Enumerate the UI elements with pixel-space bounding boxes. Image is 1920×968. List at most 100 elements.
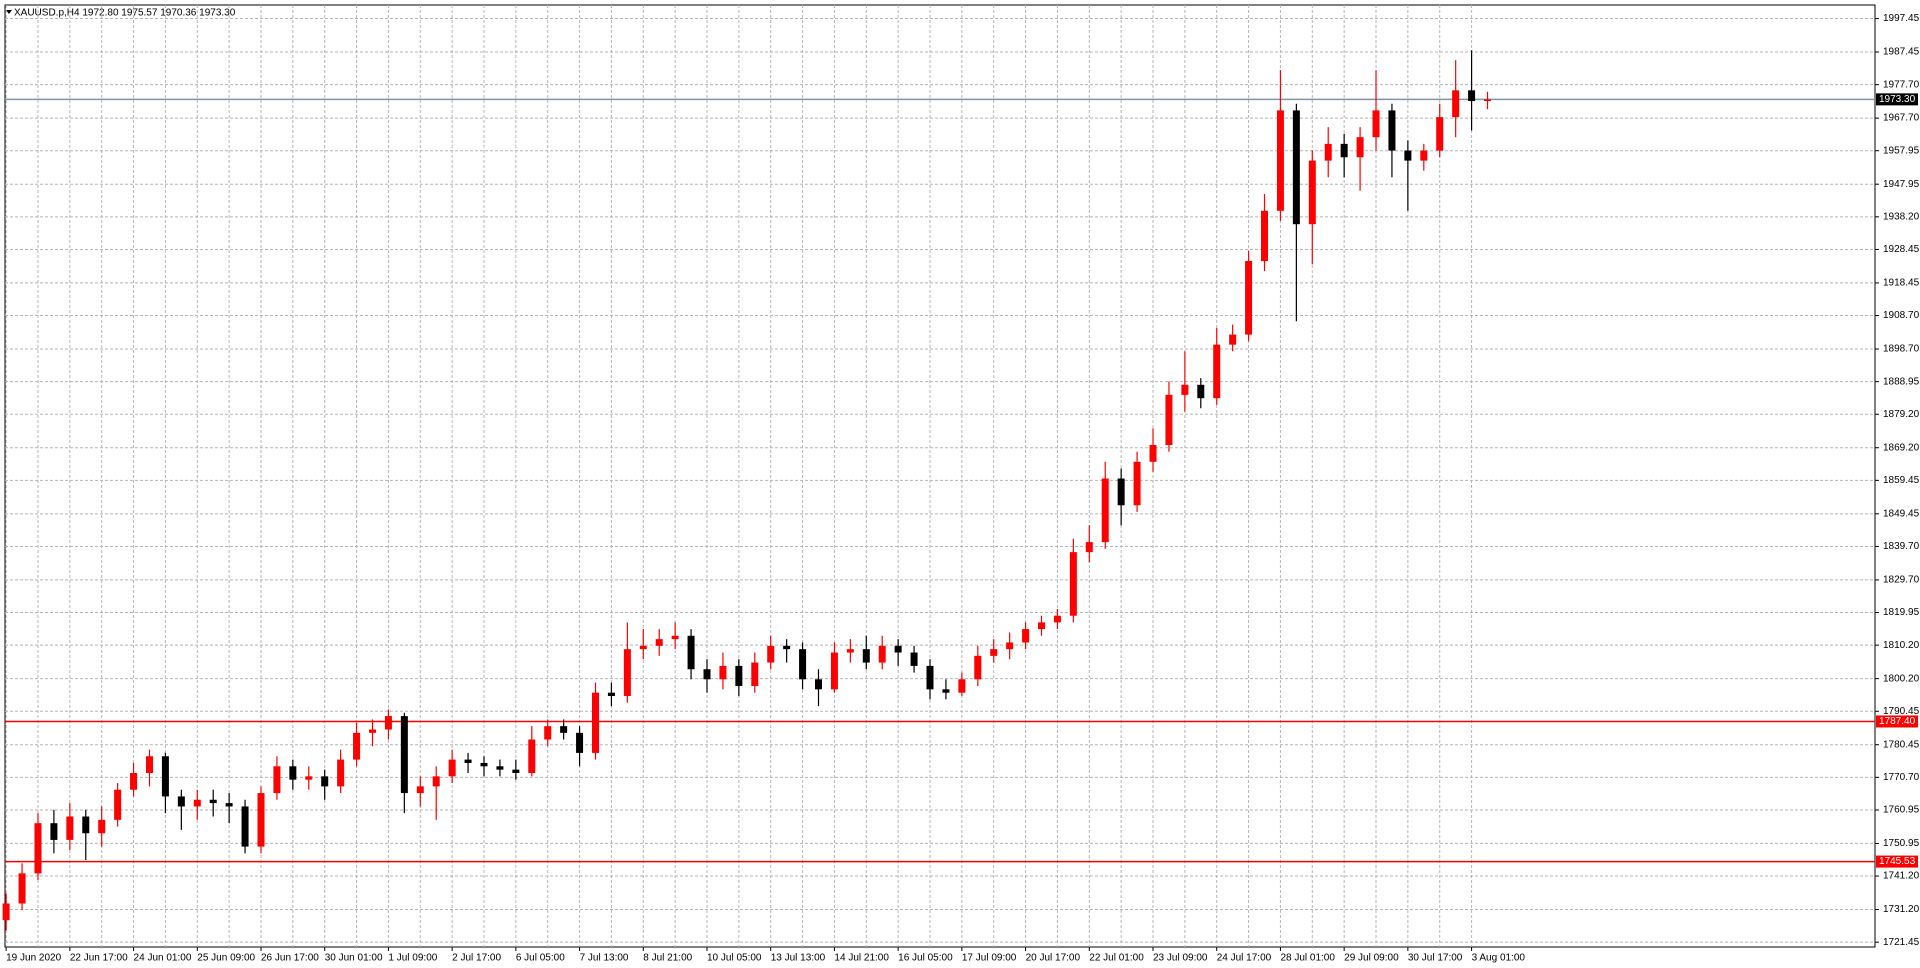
candle-body bbox=[337, 759, 345, 787]
y-tick-label: 1879.20 bbox=[1883, 409, 1920, 420]
y-tick-label: 1977.70 bbox=[1883, 79, 1920, 90]
x-tick-label: 28 Jul 01:00 bbox=[1280, 953, 1335, 964]
candle-body bbox=[384, 716, 392, 730]
candle-body bbox=[1308, 160, 1316, 225]
candle-body bbox=[1292, 110, 1300, 225]
x-tick-label: 7 Jul 13:00 bbox=[580, 953, 629, 964]
menu-arrow[interactable] bbox=[6, 10, 12, 14]
y-tick-label: 1731.20 bbox=[1883, 904, 1920, 915]
candle-body bbox=[576, 732, 584, 753]
x-tick-label: 10 Jul 05:00 bbox=[707, 953, 762, 964]
y-tick-label: 1918.45 bbox=[1883, 278, 1920, 289]
x-tick-label: 22 Jul 01:00 bbox=[1089, 953, 1144, 964]
y-tick-label: 1997.45 bbox=[1883, 13, 1920, 24]
candle-body bbox=[209, 799, 217, 804]
x-tick-label: 23 Jul 09:00 bbox=[1153, 953, 1208, 964]
candle-body bbox=[161, 756, 169, 797]
candle-body bbox=[544, 726, 552, 740]
plot-frame bbox=[4, 4, 1876, 948]
y-tick-label: 1908.70 bbox=[1883, 310, 1920, 321]
candle-body bbox=[719, 665, 727, 680]
candle-body bbox=[751, 662, 759, 686]
x-tick-label: 16 Jul 05:00 bbox=[898, 953, 953, 964]
candle-body bbox=[687, 635, 695, 670]
candle-body bbox=[177, 796, 185, 807]
y-tick-label: 1957.95 bbox=[1883, 145, 1920, 156]
y-tick-label: 1819.95 bbox=[1883, 607, 1920, 618]
y-tick-label: 1750.95 bbox=[1883, 838, 1920, 849]
candle-body bbox=[1452, 90, 1460, 118]
candle-body bbox=[368, 729, 376, 733]
candle-body bbox=[560, 726, 568, 733]
level-label-box bbox=[1876, 855, 1918, 868]
candle-body bbox=[1372, 110, 1380, 138]
candle-body bbox=[1117, 478, 1125, 506]
y-tick-label: 1829.70 bbox=[1883, 575, 1920, 586]
candle-body bbox=[894, 645, 902, 653]
candle-body bbox=[114, 789, 122, 820]
y-tick-label: 1938.20 bbox=[1883, 211, 1920, 222]
x-tick-label: 20 Jul 17:00 bbox=[1026, 953, 1081, 964]
x-tick-label: 17 Jul 09:00 bbox=[962, 953, 1017, 964]
level-label: 1787.40 bbox=[1879, 716, 1916, 727]
candle-body bbox=[400, 716, 408, 794]
candle-body bbox=[1165, 394, 1173, 446]
candle-body bbox=[1420, 150, 1428, 161]
candle-body bbox=[1053, 615, 1061, 623]
candle-body bbox=[1197, 384, 1205, 399]
candle-body bbox=[416, 786, 424, 794]
candle-body bbox=[1245, 260, 1253, 335]
candle-body bbox=[1229, 334, 1237, 345]
candle-body bbox=[448, 759, 456, 777]
candle-body bbox=[289, 766, 297, 780]
y-tick-label: 1947.95 bbox=[1883, 179, 1920, 190]
candle-body bbox=[1484, 99, 1492, 102]
candle-body bbox=[1213, 344, 1221, 399]
candle-body bbox=[862, 649, 870, 663]
candle-body bbox=[1149, 445, 1157, 462]
x-tick-label: 30 Jun 01:00 bbox=[325, 953, 383, 964]
x-tick-label: 26 Jun 17:00 bbox=[261, 953, 319, 964]
candle-body bbox=[18, 873, 26, 904]
candle-body bbox=[607, 692, 615, 697]
candle-body bbox=[1022, 629, 1030, 643]
candle-body bbox=[591, 692, 599, 753]
candle-body bbox=[815, 679, 823, 690]
x-tick-label: 6 Jul 05:00 bbox=[516, 953, 565, 964]
y-tick-label: 1987.45 bbox=[1883, 47, 1920, 58]
candle-body bbox=[1101, 478, 1109, 543]
x-tick-label: 8 Jul 21:00 bbox=[643, 953, 692, 964]
candle-body bbox=[1276, 110, 1284, 211]
candle-body bbox=[910, 652, 918, 666]
candle-body bbox=[1356, 137, 1364, 158]
x-tick-label: 19 Jun 2020 bbox=[6, 953, 61, 964]
x-tick-label: 30 Jul 17:00 bbox=[1408, 953, 1463, 964]
y-tick-label: 1928.45 bbox=[1883, 244, 1920, 255]
candle-body bbox=[241, 806, 249, 847]
candle-body bbox=[273, 766, 281, 794]
candle-body bbox=[623, 649, 631, 697]
candle-body bbox=[974, 655, 982, 680]
candle-body bbox=[1404, 150, 1412, 161]
candle-body bbox=[655, 639, 663, 646]
candle-body bbox=[878, 645, 886, 663]
y-tick-label: 1810.20 bbox=[1883, 640, 1920, 651]
candle-body bbox=[496, 766, 504, 770]
y-tick-label: 1790.45 bbox=[1883, 706, 1920, 717]
x-tick-label: 24 Jul 17:00 bbox=[1217, 953, 1272, 964]
candle-body bbox=[1324, 143, 1332, 161]
candle-body bbox=[639, 645, 647, 650]
candle-body bbox=[1133, 461, 1141, 506]
candle-body bbox=[990, 649, 998, 656]
y-tick-label: 1967.70 bbox=[1883, 113, 1920, 124]
candle-body bbox=[66, 816, 74, 840]
candle-body bbox=[512, 769, 520, 773]
candle-body bbox=[1436, 117, 1444, 151]
candle-body bbox=[1006, 642, 1014, 650]
candle-body bbox=[799, 649, 807, 680]
candle-body bbox=[225, 803, 233, 807]
candle-body bbox=[735, 665, 743, 686]
y-tick-label: 1760.95 bbox=[1883, 805, 1920, 816]
candle-body bbox=[846, 649, 854, 653]
chart-title: XAUUSD.p,H4 1972.80 1975.57 1970.36 1973… bbox=[14, 8, 236, 19]
